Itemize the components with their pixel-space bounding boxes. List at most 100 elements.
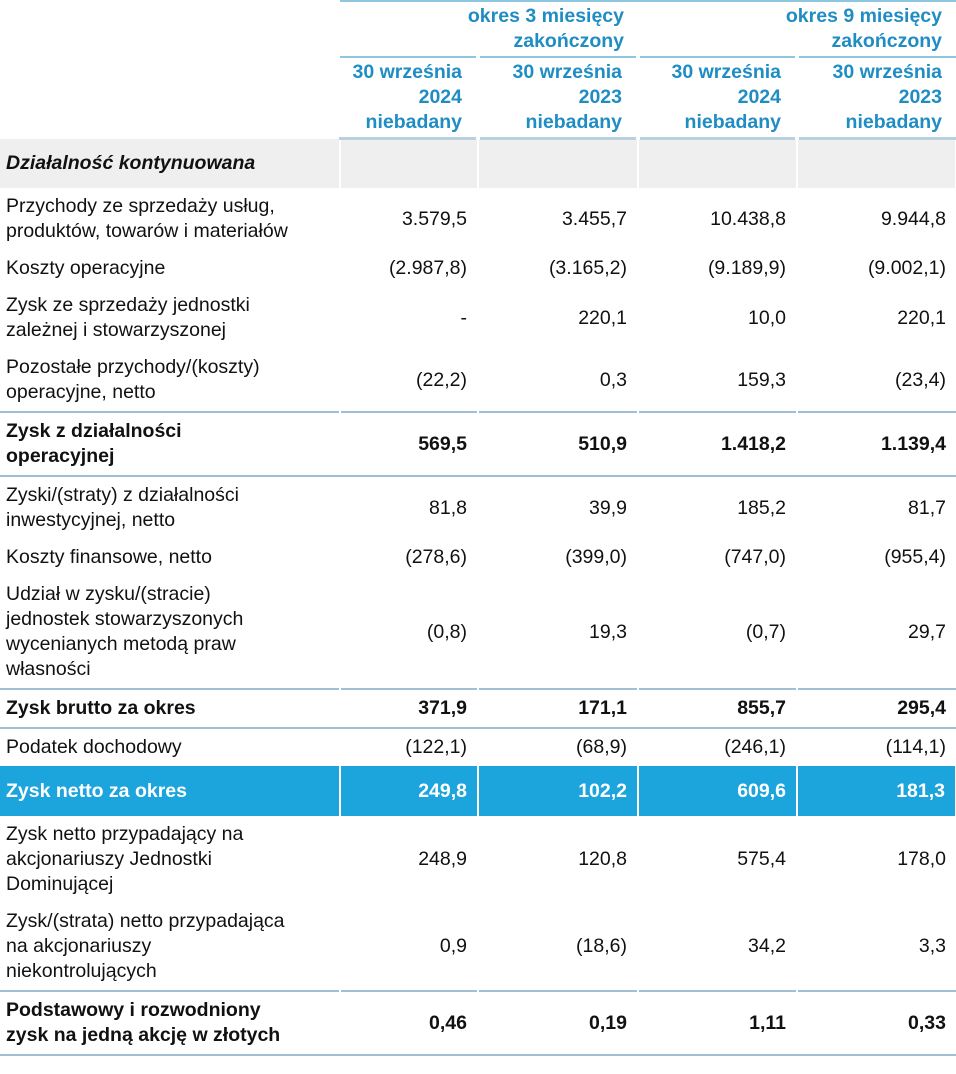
- row-value: 249,8: [339, 766, 479, 816]
- row-value: (68,9): [477, 728, 638, 766]
- row-value: 39,9: [477, 476, 638, 539]
- text-line: Zysk netto za okres: [6, 779, 187, 802]
- table-row: Pozostałe przychody/(koszty) operacyjne, …: [0, 349, 956, 412]
- text-line: jednostek stowarzyszonych: [6, 608, 244, 630]
- row-value: 220,1: [796, 287, 956, 349]
- spacer: [0, 1, 340, 57]
- row-value: 10.438,8: [637, 188, 797, 250]
- column-header: 30 września 2024 niebadany: [636, 57, 797, 140]
- row-value: (0,8): [339, 576, 478, 689]
- section-cell: [797, 138, 956, 188]
- row-value: 19,3: [477, 576, 638, 689]
- row-label: Pozostałe przychody/(koszty) operacyjne, …: [0, 349, 340, 412]
- row-value: 81,8: [339, 476, 478, 539]
- table-row: Zyski/(straty) z działalności inwestycyjn…: [0, 476, 956, 539]
- text-line: zakończony: [831, 30, 942, 52]
- table-row: Zysk netto przypadający na akcjonariuszy …: [0, 816, 956, 903]
- row-value: 120,8: [477, 816, 638, 903]
- row-value: 220,1: [477, 287, 638, 349]
- row-value: 0,33: [796, 990, 956, 1056]
- row-value: 609,6: [637, 766, 798, 816]
- section-cell: [638, 138, 798, 188]
- table-row: Zysk/(strata) netto przypadająca na akcjo…: [0, 903, 956, 991]
- row-label: Udział w zysku/(stracie) jednostek stowar…: [0, 576, 340, 689]
- group-header: okres 9 miesięcy zakończony: [638, 0, 956, 58]
- text-line: 2023: [898, 86, 942, 108]
- text-line: Dominującej: [6, 873, 114, 895]
- row-value: 178,0: [796, 816, 956, 903]
- text-line: Koszty operacyjne: [6, 257, 166, 279]
- row-value: 1.139,4: [796, 411, 956, 477]
- row-value: (246,1): [637, 728, 797, 766]
- row-label: Zysk ze sprzedaży jednostki zależnej i st…: [0, 287, 340, 349]
- row-value: (122,1): [339, 728, 478, 766]
- text-line: Koszty finansowe, netto: [6, 546, 212, 568]
- text-line: niebadany: [525, 111, 622, 133]
- table-row: Podatek dochodowy (122,1) (68,9) (246,1) (11…: [0, 728, 956, 766]
- row-value: -: [339, 287, 478, 349]
- text-line: wycenianych metodą praw: [6, 633, 236, 655]
- row-value: (114,1): [796, 728, 956, 766]
- text-line: Zyski/(straty) z działalności: [6, 484, 239, 506]
- row-value: 569,5: [339, 411, 478, 477]
- row-label: Koszty finansowe, netto: [0, 539, 340, 576]
- text-line: niebadany: [845, 111, 942, 133]
- table-row: Przychody ze sprzedaży usług, produktów, …: [0, 188, 956, 250]
- row-value: (2.987,8): [339, 250, 478, 287]
- table-row: Zysk z działalności operacyjnej 569,5 510,9…: [0, 411, 956, 477]
- row-label: Przychody ze sprzedaży usług, produktów, …: [0, 188, 340, 250]
- section-cell: [478, 138, 639, 188]
- row-label: Koszty operacyjne: [0, 250, 340, 287]
- table-row: Zysk brutto za okres 371,9 171,1 855,7 295,4: [0, 688, 956, 729]
- row-value: (18,6): [477, 903, 638, 991]
- row-label: Zysk brutto za okres: [0, 688, 340, 729]
- section-row: Działalność kontynuowana: [0, 138, 956, 188]
- text-line: Podatek dochodowy: [6, 736, 182, 758]
- row-label: Zysk/(strata) netto przypadająca na akcjo…: [0, 903, 340, 991]
- row-value: 855,7: [637, 688, 797, 729]
- text-line: zakończony: [513, 30, 624, 52]
- spacer: [0, 57, 340, 139]
- text-line: Przychody ze sprzedaży usług,: [6, 195, 275, 217]
- row-value: (22,2): [339, 349, 478, 412]
- text-line: 30 września: [671, 61, 781, 83]
- row-value: 29,7: [796, 576, 956, 689]
- text-line: 30 września: [352, 61, 462, 83]
- row-value: (9.189,9): [637, 250, 797, 287]
- text-line: zależnej i stowarzyszonej: [6, 319, 227, 341]
- row-value: 0,3: [477, 349, 638, 412]
- table-row: Koszty operacyjne (2.987,8) (3.165,2) (9.18…: [0, 250, 956, 287]
- text-line: Zysk ze sprzedaży jednostki: [6, 294, 250, 316]
- text-line: własności: [6, 658, 91, 680]
- row-label: Zysk netto za okres: [0, 766, 341, 816]
- table-row: Zysk netto za okres 249,8 102,2 609,6 181,3: [0, 766, 956, 816]
- text-line: Zysk brutto za okres: [6, 697, 196, 719]
- row-value: (3.165,2): [477, 250, 638, 287]
- row-value: 575,4: [637, 816, 797, 903]
- row-value: 510,9: [477, 411, 638, 477]
- text-line: niekontrolujących: [6, 960, 157, 982]
- row-value: 34,2: [637, 903, 797, 991]
- table-row: Podstawowy i rozwodniony zysk na jedną ak…: [0, 990, 956, 1056]
- text-line: operacyjne, netto: [6, 381, 156, 403]
- row-value: 81,7: [796, 476, 956, 539]
- column-header: 30 września 2023 niebadany: [476, 57, 638, 140]
- table-row: Koszty finansowe, netto (278,6) (399,0) (74…: [0, 539, 956, 576]
- text-line: akcjonariuszy Jednostki: [6, 848, 212, 870]
- text-line: 2024: [418, 86, 462, 108]
- row-value: 0,19: [477, 990, 638, 1056]
- text-line: 30 września: [832, 61, 942, 83]
- row-value: 3.579,5: [339, 188, 478, 250]
- text-line: operacyjnej: [6, 445, 115, 467]
- row-value: (747,0): [637, 539, 797, 576]
- row-value: 0,46: [339, 990, 478, 1056]
- text-line: Zysk/(strata) netto przypadająca: [6, 910, 285, 932]
- text-line: Zysk z działalności: [6, 420, 182, 442]
- row-label: Podstawowy i rozwodniony zysk na jedną ak…: [0, 990, 340, 1056]
- table-row: Udział w zysku/(stracie) jednostek stowar…: [0, 576, 956, 689]
- row-value: 159,3: [637, 349, 797, 412]
- row-value: 10,0: [637, 287, 797, 349]
- text-line: okres 9 miesięcy: [785, 5, 942, 27]
- row-value: (278,6): [339, 539, 478, 576]
